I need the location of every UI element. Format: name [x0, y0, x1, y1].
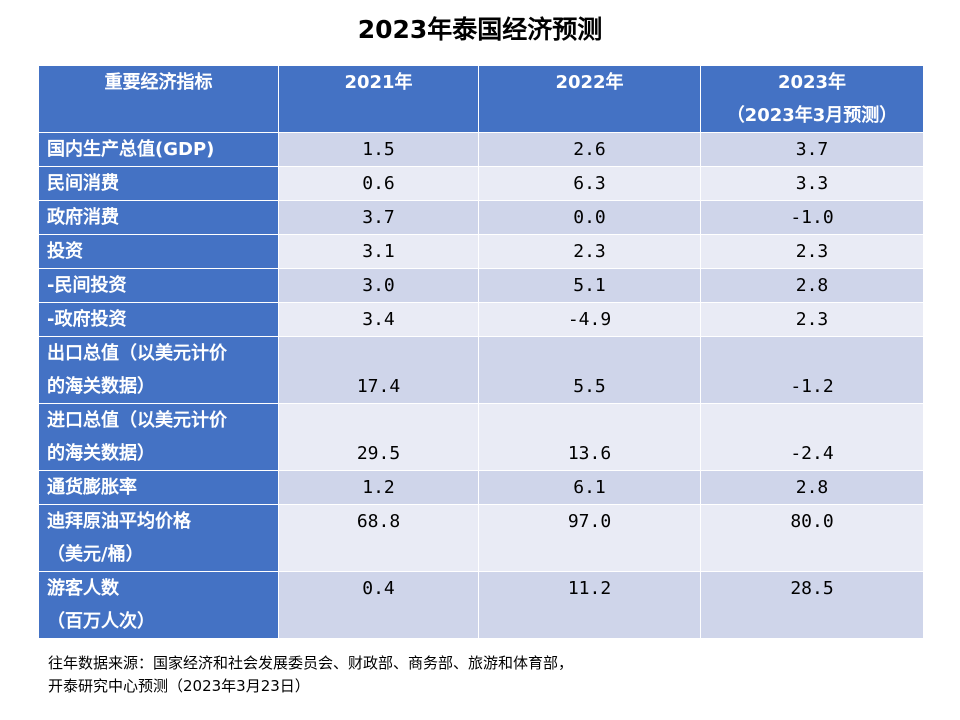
column-header-line: （2023年3月预测）: [726, 105, 898, 126]
table-cell-value: -4.9: [478, 302, 701, 337]
column-header-line: 2023年: [777, 72, 847, 93]
row-label: -政府投资: [38, 302, 279, 337]
table-cell-value: 5.5: [478, 336, 701, 404]
table-cell-value: 29.5: [278, 403, 479, 471]
row-label-line: 进口总值（以美元计价: [47, 410, 227, 431]
table-row: 国内生产总值(GDP) 1.5 2.6 3.7: [38, 132, 924, 167]
table-row: 游客人数 （百万人次） 0.4 11.2 28.5: [38, 571, 924, 639]
table-cell-value: -2.4: [700, 403, 924, 471]
table-cell-value: 6.1: [478, 470, 701, 505]
table-cell-value: 17.4: [278, 336, 479, 404]
source-line: 往年数据来源：国家经济和社会发展委员会、财政部、商务部、旅游和体育部，: [48, 654, 574, 672]
table-cell-value: 6.3: [478, 166, 701, 201]
table-cell-value: 3.7: [700, 132, 924, 167]
table-cell-value: 3.0: [278, 268, 479, 303]
row-label-line: 投资: [47, 241, 83, 262]
table-cell-value: 1.5: [278, 132, 479, 167]
table-row: -政府投资 3.4 -4.9 2.3: [38, 302, 924, 337]
row-label: 进口总值（以美元计价 的海关数据）: [38, 403, 279, 471]
row-label-line: 的海关数据）: [47, 443, 155, 464]
row-label-line: 的海关数据）: [47, 376, 155, 397]
row-label-line: 迪拜原油平均价格: [47, 511, 191, 532]
row-label: 通货膨胀率: [38, 470, 279, 505]
column-header-line: 重要经济指标: [104, 72, 213, 93]
table-cell-value: 0.4: [278, 571, 479, 639]
table-cell-value: 5.1: [478, 268, 701, 303]
table-cell-value: 2.3: [478, 234, 701, 269]
table-cell-value: 0.0: [478, 200, 701, 235]
forecast-table: 重要经济指标 2021年 2022年 2023年 （2023年3月预测） 国内生…: [38, 65, 924, 639]
table-cell-value: 28.5: [700, 571, 924, 639]
table-cell-value: -1.2: [700, 336, 924, 404]
table-row: 通货膨胀率 1.2 6.1 2.8: [38, 470, 924, 505]
table-cell-value: 1.2: [278, 470, 479, 505]
column-header-2023: 2023年 （2023年3月预测）: [700, 65, 924, 133]
table-row: 投资 3.1 2.3 2.3: [38, 234, 924, 269]
row-label: -民间投资: [38, 268, 279, 303]
table-body: 国内生产总值(GDP) 1.5 2.6 3.7 民间消费 0.6 6.3 3.3 政府消费 3.7…: [38, 132, 924, 639]
table-cell-value: 68.8: [278, 504, 479, 572]
row-label-line: -政府投资: [47, 309, 127, 330]
row-label: 迪拜原油平均价格 （美元/桶）: [38, 504, 279, 572]
table-cell-value: 80.0: [700, 504, 924, 572]
table-row: 政府消费 3.7 0.0 -1.0: [38, 200, 924, 235]
page-title: 2023年泰国经济预测: [357, 15, 603, 44]
row-label: 投资: [38, 234, 279, 269]
row-label: 政府消费: [38, 200, 279, 235]
column-header-line: 2021年: [344, 72, 413, 93]
table-cell-value: 3.3: [700, 166, 924, 201]
row-label: 出口总值（以美元计价 的海关数据）: [38, 336, 279, 404]
row-label-line: 政府消费: [47, 207, 119, 228]
table-row: 民间消费 0.6 6.3 3.3: [38, 166, 924, 201]
row-label: 民间消费: [38, 166, 279, 201]
table-row: 进口总值（以美元计价 的海关数据） 29.5 13.6 -2.4: [38, 403, 924, 471]
row-label: 游客人数 （百万人次）: [38, 571, 279, 639]
table-cell-value: 3.7: [278, 200, 479, 235]
row-label-line: （美元/桶）: [47, 544, 144, 565]
table-cell-value: 3.4: [278, 302, 479, 337]
column-header-2021: 2021年: [278, 65, 479, 133]
table-row: 出口总值（以美元计价 的海关数据） 17.4 5.5 -1.2: [38, 336, 924, 404]
table-cell-value: 2.8: [700, 470, 924, 505]
table-cell-value: 0.6: [278, 166, 479, 201]
table-cell-value: 3.1: [278, 234, 479, 269]
table-row: -民间投资 3.0 5.1 2.8: [38, 268, 924, 303]
header-row: 重要经济指标 2021年 2022年 2023年 （2023年3月预测）: [38, 65, 924, 133]
column-header-indicator: 重要经济指标: [38, 65, 279, 133]
row-label-line: 游客人数: [47, 578, 119, 599]
row-label-line: 国内生产总值(GDP): [47, 139, 215, 160]
table-cell-value: 11.2: [478, 571, 701, 639]
column-header-line: 2022年: [555, 72, 624, 93]
table-cell-value: -1.0: [700, 200, 924, 235]
source-line: 开泰研究中心预测（2023年3月23日）: [48, 677, 310, 695]
table-cell-value: 2.6: [478, 132, 701, 167]
table-cell-value: 2.8: [700, 268, 924, 303]
column-header-2022: 2022年: [478, 65, 701, 133]
row-label-line: 民间消费: [47, 173, 119, 194]
table-cell-value: 97.0: [478, 504, 701, 572]
row-label: 国内生产总值(GDP): [38, 132, 279, 167]
source-note: 往年数据来源：国家经济和社会发展委员会、财政部、商务部、旅游和体育部， 开泰研究…: [48, 652, 573, 698]
row-label-line: 出口总值（以美元计价: [47, 343, 227, 364]
table-cell-value: 2.3: [700, 302, 924, 337]
row-label-line: （百万人次）: [47, 611, 155, 632]
table-cell-value: 2.3: [700, 234, 924, 269]
table-cell-value: 13.6: [478, 403, 701, 471]
row-label-line: 通货膨胀率: [47, 477, 137, 498]
row-label-line: -民间投资: [47, 275, 127, 296]
table-row: 迪拜原油平均价格 （美元/桶） 68.8 97.0 80.0: [38, 504, 924, 572]
